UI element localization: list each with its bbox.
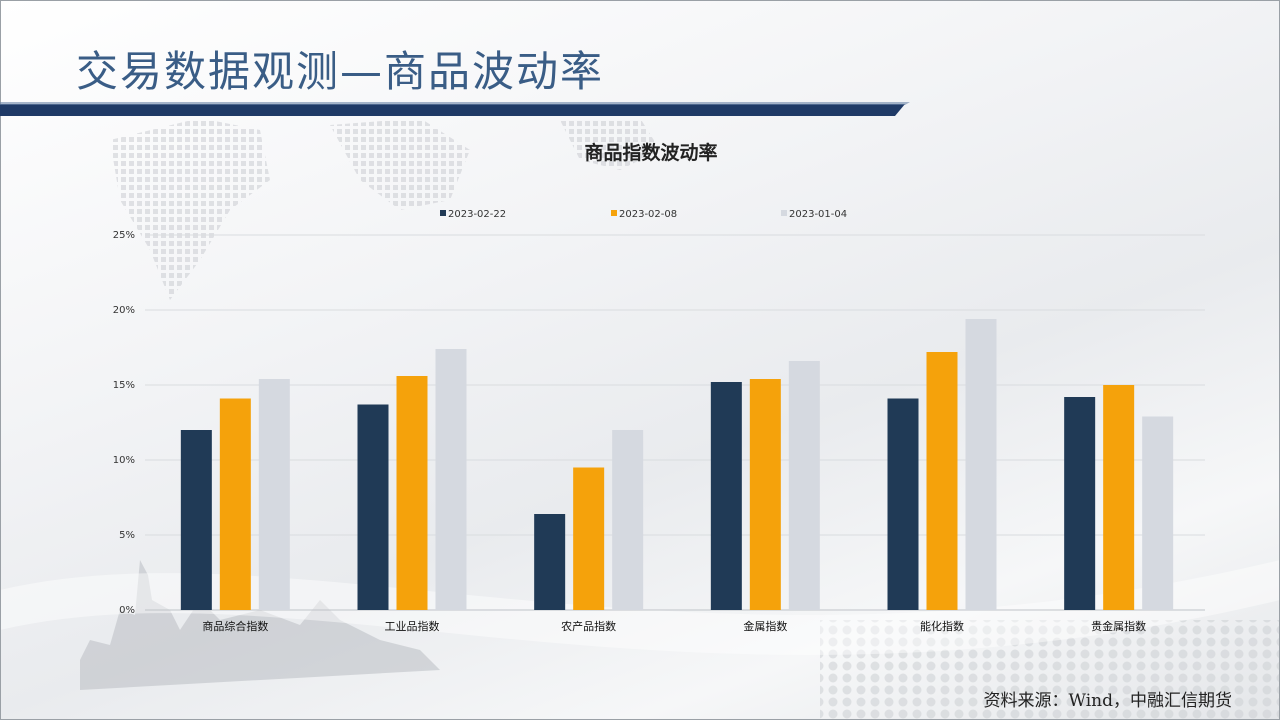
y-tick-label: 20% xyxy=(113,305,135,316)
legend-swatch xyxy=(611,210,617,216)
bar-4-2 xyxy=(965,319,997,610)
map-shape-1 xyxy=(110,118,270,300)
source-note: 资料来源：Wind，中融汇信期货 xyxy=(983,691,1232,711)
map-shape-2 xyxy=(330,118,470,210)
chart-bars xyxy=(180,319,1174,610)
chart-title: 商品指数波动率 xyxy=(584,141,717,164)
skyline-silhouette xyxy=(80,560,440,690)
bar-1-0 xyxy=(357,404,389,610)
x-axis-categories: 商品综合指数 工业品指数 农产品指数 金属指数 能化指数 贵金属指数 xyxy=(202,619,1146,633)
bar-5-2 xyxy=(1142,416,1174,610)
bar-1-1 xyxy=(396,376,428,610)
legend-label: 2023-02-08 xyxy=(619,209,677,220)
x-category-label: 能化指数 xyxy=(920,619,964,633)
y-tick-label: 15% xyxy=(113,380,135,391)
chart-legend: 2023-02-22 2023-02-08 2023-01-04 xyxy=(440,209,847,220)
bar-4-1 xyxy=(926,352,958,610)
y-tick-label: 0% xyxy=(119,605,135,616)
x-category-label: 商品综合指数 xyxy=(202,619,268,633)
hex-texture xyxy=(820,620,1280,720)
bar-2-0 xyxy=(534,514,566,610)
x-category-label: 贵金属指数 xyxy=(1091,619,1146,633)
y-tick-label: 25% xyxy=(113,230,135,241)
legend-swatch xyxy=(440,210,446,216)
y-tick-label: 5% xyxy=(119,530,135,541)
bar-0-2 xyxy=(258,379,290,610)
bar-1-2 xyxy=(435,349,467,610)
legend-label: 2023-01-04 xyxy=(789,209,847,220)
x-category-label: 金属指数 xyxy=(743,619,787,633)
bar-0-1 xyxy=(219,398,251,610)
map-shape-3 xyxy=(560,118,660,170)
bar-3-2 xyxy=(788,361,820,610)
bar-2-2 xyxy=(612,430,644,610)
y-axis-ticks: 0% 5% 10% 15% 20% 25% xyxy=(113,230,135,616)
bar-3-0 xyxy=(710,382,742,610)
bar-2-1 xyxy=(573,467,605,610)
legend-label: 2023-02-22 xyxy=(448,209,506,220)
x-category-label: 工业品指数 xyxy=(385,619,440,633)
bar-0-0 xyxy=(180,430,212,610)
chart-gridlines xyxy=(145,234,1205,611)
x-category-label: 农产品指数 xyxy=(561,619,616,633)
bar-5-1 xyxy=(1103,385,1135,610)
bar-3-1 xyxy=(749,379,781,610)
swoosh xyxy=(0,560,1280,655)
bar-4-0 xyxy=(887,398,919,610)
title-underline-bar xyxy=(0,102,910,116)
legend-swatch xyxy=(781,210,787,216)
bar-5-0 xyxy=(1064,397,1096,610)
y-tick-label: 10% xyxy=(113,455,135,466)
page-title: 交易数据观测—商品波动率 xyxy=(76,47,605,96)
